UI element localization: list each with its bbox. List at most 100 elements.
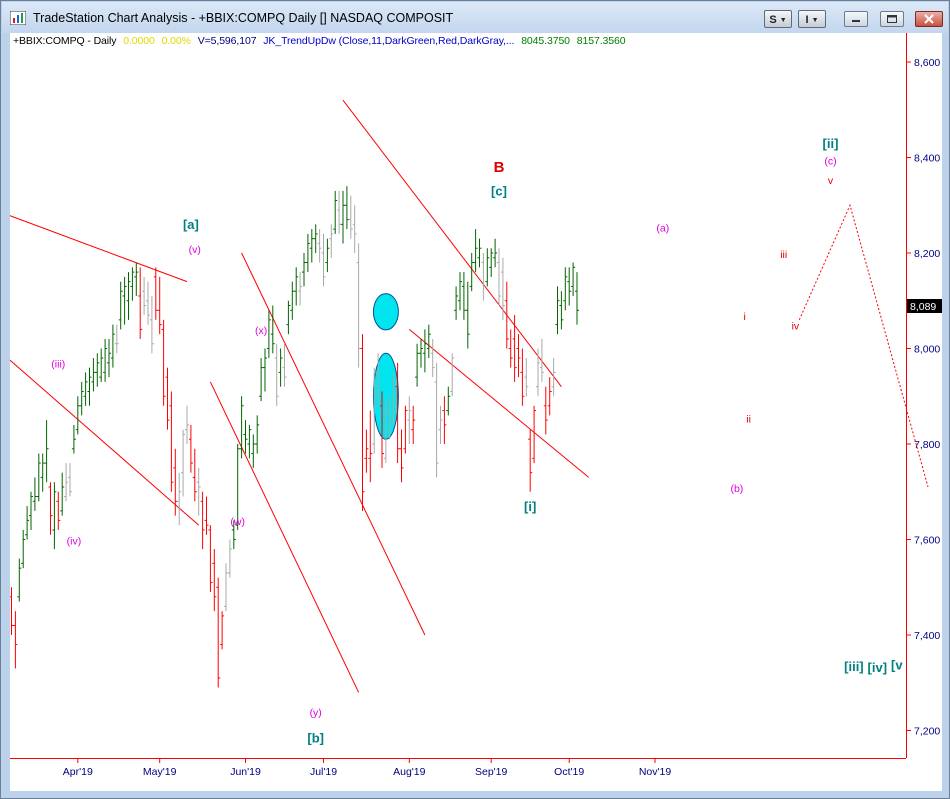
price-tick-label: 7,600 [914,535,940,547]
price-bar [391,372,396,425]
price-bar [524,358,529,397]
price-bar [302,253,306,287]
price-bar [430,338,435,378]
title-bar[interactable]: TradeStation Chart Analysis - +BBIX:COMP… [2,2,948,33]
price-bar [282,343,287,387]
price-bar [333,190,338,234]
price-bar [110,324,115,368]
price-bar [44,420,49,483]
price-bar [126,272,131,320]
trend-channel-line [10,359,200,526]
price-bar [114,324,119,354]
volume-value: V=5,596,107 [197,35,257,47]
price-tick-label: 8,400 [914,153,940,165]
trend-channel-line [408,329,590,478]
price-bar [13,611,18,669]
indicator-value-2: 8157.3560 [576,35,626,47]
price-bar [442,396,447,444]
price-bar [387,396,392,440]
chevron-down-icon: ▼ [811,17,819,24]
price-bar [294,267,299,306]
price-bar [426,324,431,359]
price-bar [60,472,65,516]
i-dropdown-button[interactable]: I ▼ [798,10,826,28]
price-tick-label: 7,800 [914,439,940,451]
time-tick-label: Aug'19 [393,766,426,778]
price-bar [107,338,111,378]
price-chart[interactable]: 8,600 8,400 8,200 8,000 7,800 7,600 7,400 7,200… [10,33,942,791]
projection-path [798,203,929,488]
price-bar [504,281,509,349]
price-bar [329,224,334,258]
wave-label: [v [891,657,903,672]
price-bar [325,238,330,273]
price-bar [173,448,178,516]
price-bar [419,338,423,368]
price-bar [383,401,388,464]
price-bar [224,563,228,612]
maximize-button[interactable] [880,11,904,27]
price-bar [567,267,572,306]
wave-label: (c) [824,156,836,168]
price-bar [25,506,30,540]
price-bar [559,291,564,330]
chart-area[interactable]: 8,600 8,400 8,200 8,000 7,800 7,600 7,400 7,200… [10,33,942,791]
wave-label: iv [792,320,800,332]
indicator-label: JK_TrendUpDw (Close,11,DarkGreen,Red,Dar… [263,35,515,47]
wave-label: (a) [656,223,669,235]
price-bar [165,367,170,430]
maximize-icon [887,15,897,23]
wave-label: [b] [307,730,324,745]
price-bar [543,386,548,435]
price-bar [259,358,264,402]
price-bar [438,405,443,444]
price-bar [454,286,459,320]
wave-label: (v) [189,244,201,256]
price-bar [313,224,318,253]
price-tick-label: 8,000 [914,344,940,356]
price-bar [188,424,193,473]
price-bar [122,276,127,325]
price-bar [200,491,205,550]
close-button[interactable] [915,11,943,27]
price-bar [352,205,357,253]
price-bar [321,233,326,287]
price-tick-label: 7,200 [914,726,940,738]
symbol-label: +BBIX:COMPQ - Daily [13,35,117,47]
wave-label: [a] [183,217,199,232]
wave-label: [iv] [868,660,888,675]
price-bar [364,429,369,473]
time-tick-label: Sep'19 [475,766,508,778]
price-bar [360,334,365,511]
wave-label: (iv) [67,535,82,547]
wave-label: (x) [255,325,267,337]
price-bar [539,338,544,382]
price-bar [52,482,57,550]
price-bar [380,391,384,468]
price-bar [481,253,486,301]
s-dropdown-button[interactable]: S ▼ [764,10,792,28]
price-bar [536,348,540,397]
price-bar [146,281,150,325]
trend-channel-line [10,215,188,283]
price-bar [274,343,279,406]
price-bar [270,305,275,354]
price-bar [286,300,291,335]
price-bar [399,429,404,483]
close-icon [924,14,934,24]
price-bar [138,267,143,339]
price-bar [532,405,537,464]
price-bar [17,558,22,602]
wave-label: ii [746,414,751,426]
minimize-button[interactable] [844,11,868,27]
price-bar [56,491,61,530]
price-bar [422,329,427,373]
wave-label: [i] [524,499,536,514]
price-bar [575,272,579,325]
price-bar [83,372,88,406]
price-bar [251,434,256,468]
price-bar [192,448,197,502]
price-bar [130,267,135,301]
price-bar [500,257,505,320]
price-bar [21,529,26,569]
